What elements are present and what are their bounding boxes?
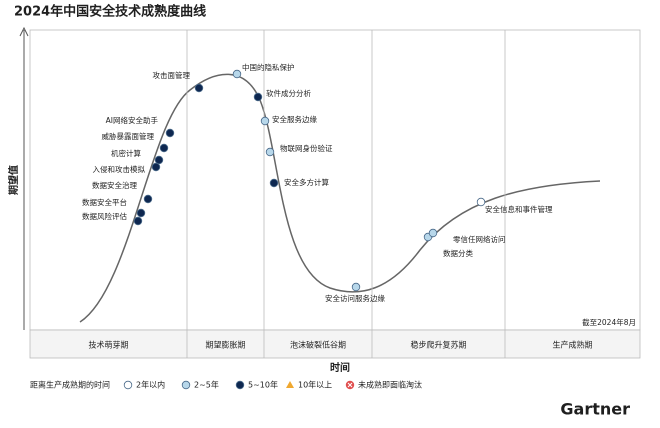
marker	[181, 380, 191, 390]
x-axis-label: 时间	[330, 361, 350, 374]
point-label: 安全信息和事件管理	[485, 204, 553, 214]
point-label: 零信任网络访问	[453, 234, 506, 244]
point-label: 入侵和攻击模拟	[93, 164, 146, 174]
hype-curve	[79, 73, 601, 323]
legend-label: 10年以上	[298, 380, 332, 390]
phase-label: 生产成熟期	[553, 340, 593, 350]
y-arrow	[19, 26, 29, 37]
point-label: 安全多方计算	[284, 177, 329, 187]
marker	[143, 194, 153, 204]
legend-title: 距离生产成熟期的时间	[30, 380, 110, 390]
phase-label: 技术萌芽期	[89, 340, 129, 350]
phase-band	[29, 329, 641, 359]
phase-label: 泡沫破裂低谷期	[290, 340, 346, 350]
marker	[269, 178, 279, 188]
point-label: 安全访问服务边缘	[325, 293, 385, 303]
point-label: 攻击面管理	[153, 70, 191, 80]
point-label: AI网络安全助手	[106, 115, 159, 125]
marker	[232, 69, 242, 79]
marker	[151, 162, 161, 172]
point-label: 数据安全平台	[82, 197, 127, 207]
marker	[136, 208, 146, 218]
legend-label: 未成熟即面临淘汰	[358, 380, 422, 390]
marker	[265, 147, 275, 157]
point-label: 软件成分分析	[266, 88, 311, 98]
point-label: 安全服务边缘	[272, 114, 317, 124]
marker	[133, 216, 143, 226]
marker	[159, 143, 169, 153]
marker	[154, 155, 164, 165]
marker	[286, 381, 294, 388]
marker	[194, 83, 204, 93]
legend-label: 2~5年	[194, 380, 219, 390]
marker	[351, 282, 361, 292]
marker	[428, 228, 438, 238]
point-label: 威胁暴露面管理	[102, 131, 155, 141]
title: 2024年中国安全技术成熟度曲线	[14, 4, 206, 20]
marker	[235, 380, 245, 390]
point-label: 数据风险评估	[82, 211, 127, 221]
point-label: 中国的隐私保护	[242, 62, 295, 72]
watermark: Gartner	[560, 400, 630, 419]
plot-frame	[29, 29, 641, 331]
note: 截至2024年8月	[582, 317, 636, 327]
point-label: 机密计算	[111, 148, 141, 158]
point-label: 物联网身份验证	[280, 143, 333, 153]
content: 技术萌芽期 期望膨胀期 泡沫破裂低谷期 稳步爬升复苏期 生产成熟期 数据风险评估数据安全平…	[30, 30, 593, 390]
marker	[123, 380, 133, 390]
marker	[260, 116, 270, 126]
phase-label: 期望膨胀期	[206, 340, 246, 350]
marker	[165, 128, 175, 138]
legend-label: 5~10年	[248, 380, 278, 390]
phase-label: 稳步爬升复苏期	[411, 340, 467, 350]
point-label: 数据安全治理	[92, 180, 137, 190]
y-axis-label: 期望值	[7, 165, 20, 195]
legend-label: 2年以内	[136, 380, 165, 390]
point-label: 数据分类	[443, 248, 473, 258]
marker	[476, 197, 486, 207]
marker-cross	[347, 382, 353, 388]
marker	[253, 92, 263, 102]
